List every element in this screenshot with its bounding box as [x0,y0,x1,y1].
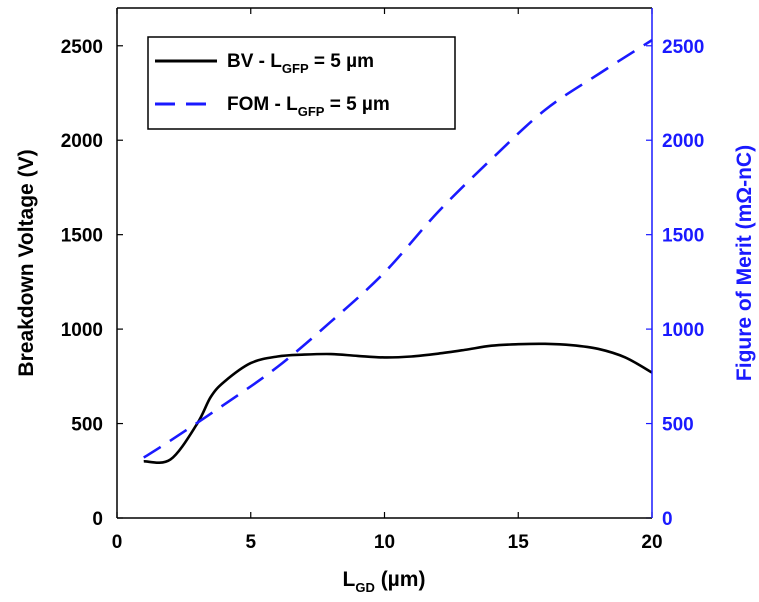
x-tick-label: 20 [641,532,662,553]
legend-label-fom-rest: = 5 µm [324,94,389,115]
y-left-tick-label: 1500 [61,226,103,247]
y-right-axis-title: Figure of Merit (mΩ-nC) [733,145,756,381]
y-left-tick-label: 2000 [61,131,103,152]
y-left-tick-label: 0 [92,509,103,530]
legend-label-bv-rest: = 5 µm [309,51,374,72]
legend-label-fom: FOM - LGFP = 5 µm [227,94,390,119]
x-axis-title-main: L [343,568,356,591]
series-line-bv [143,342,653,465]
x-tick-label: 10 [374,532,395,553]
x-axis-title-subscript: GD [355,580,375,595]
y-right-tick-label: 0 [662,509,673,530]
x-axis-title: LGD (µm) [343,568,426,595]
y-right-tick-label: 1000 [662,320,704,341]
x-tick-label: 15 [508,532,530,553]
y-left-tick-label: 2500 [61,37,103,58]
x-tick-label: 0 [112,532,123,553]
y-left-tick-label: 1000 [61,320,103,341]
ticks-layer: 0 5 10 15 2005001000150020002500050010001500… [61,8,704,553]
series-line-fom [143,39,653,459]
x-tick-label: 5 [245,532,256,553]
legend-label-bv-main: BV - L [227,51,282,72]
axes-layer [116,7,653,519]
y-right-tick-label: 2000 [662,131,704,152]
legend-label-fom-main: FOM - L [227,94,298,115]
legend-label-fom-sub: GFP [298,104,325,119]
x-axis-title-unit: (µm) [375,568,426,591]
legend-box [147,36,456,130]
legend-label-bv: BV - LGFP = 5 µm [227,51,374,76]
y-right-tick-label: 2500 [662,37,704,58]
legend-label-bv-sub: GFP [282,61,309,76]
y-right-tick-label: 500 [662,415,694,436]
y-left-axis-title: Breakdown Voltage (V) [15,149,38,376]
y-left-tick-label: 500 [71,415,103,436]
y-right-tick-label: 1500 [662,226,704,247]
legend: BV - LGFP = 5 µm FOM - LGFP = 5 µm [147,36,456,130]
series-layer [143,39,653,465]
